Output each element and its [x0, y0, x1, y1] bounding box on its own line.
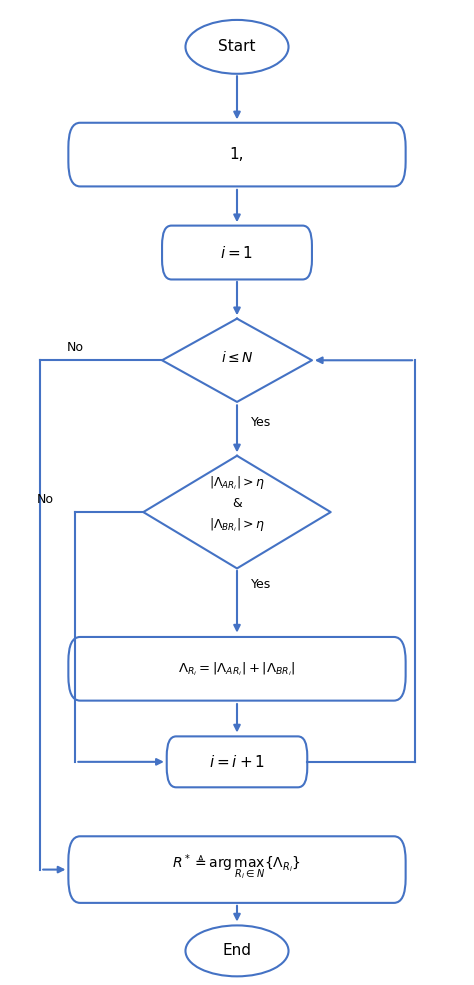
Text: $R^* \triangleq \arg\underset{R_i \in N}{\max} \{\Lambda_{R_i}\}$: $R^* \triangleq \arg\underset{R_i \in N}… [173, 852, 301, 882]
Text: End: End [222, 944, 252, 958]
Text: $i \leq N$: $i \leq N$ [220, 350, 254, 364]
Text: $|\Lambda_{AR_i}| > \eta$
&
$|\Lambda_{BR_i}| > \eta$: $|\Lambda_{AR_i}| > \eta$ & $|\Lambda_{B… [209, 475, 265, 534]
Text: Yes: Yes [251, 578, 271, 591]
Text: $i = i + 1$: $i = i + 1$ [209, 754, 265, 770]
Text: No: No [67, 341, 84, 354]
Text: No: No [36, 492, 54, 506]
Text: 1,: 1, [230, 147, 244, 163]
Text: Yes: Yes [251, 416, 271, 429]
Text: $i = 1$: $i = 1$ [220, 244, 254, 261]
Text: Start: Start [218, 39, 256, 54]
Text: $\Lambda_{R_i} = |\Lambda_{AR_i}| + |\Lambda_{BR_i}|$: $\Lambda_{R_i} = |\Lambda_{AR_i}| + |\La… [178, 660, 296, 678]
